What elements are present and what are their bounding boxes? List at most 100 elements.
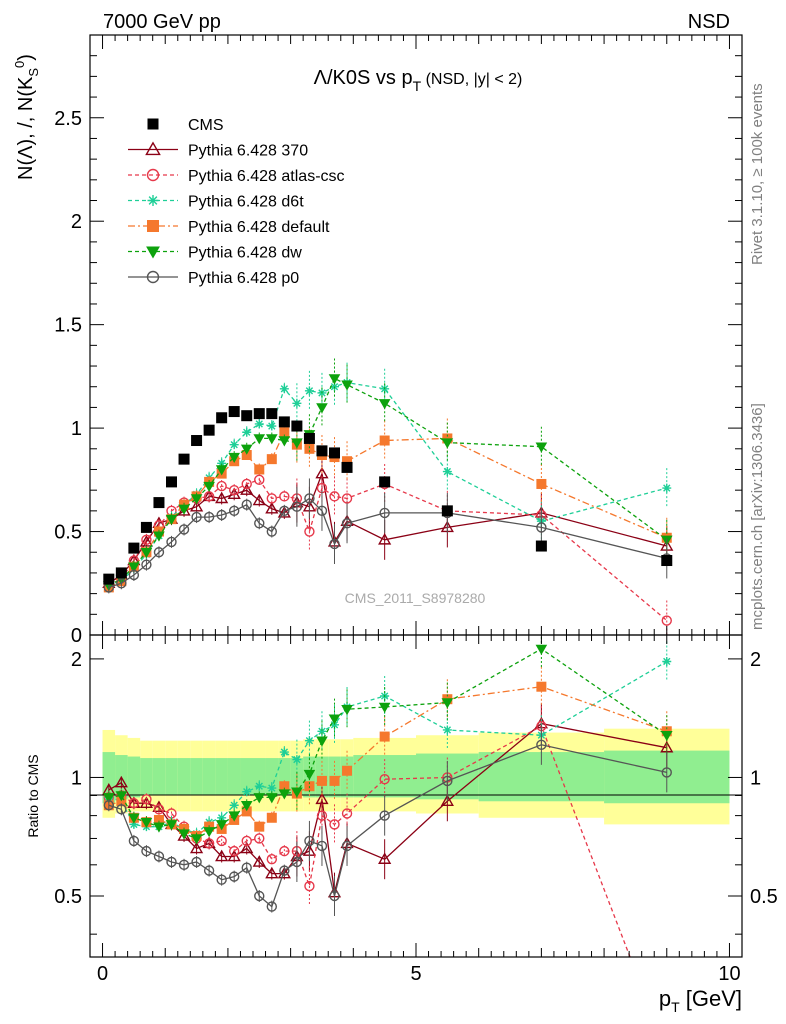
series-pythia-6-428-default [103,418,672,594]
legend-label: Pythia 6.428 default [188,219,330,236]
ratio-series-point [140,817,153,829]
main-series-point [229,440,239,450]
ratio-series-point [292,755,302,765]
ratio-series-point [265,793,278,804]
main-series-point [217,458,227,468]
ratio-series-point [266,812,277,823]
cms-data-point [216,412,228,424]
cms-data-point [241,410,253,422]
cms-data-point [379,476,391,488]
main-series-point [378,533,392,545]
ratio-series-point [291,856,303,868]
ratio-band-inner [215,758,228,796]
main-series-point [191,511,202,523]
ratio-series-point [177,829,191,841]
ratio-series-point [215,849,229,862]
main-series-point [329,538,340,550]
main-series-point [128,569,140,581]
ratio-series-point [329,775,340,786]
main-series-point [254,474,265,486]
ratio-series-point [115,791,128,802]
ratio-series-point [330,720,339,730]
main-series-point [265,434,278,445]
main-series-point [291,501,303,512]
legend-marker [147,220,159,232]
main-series-point [304,386,314,396]
cms-data-point [228,406,240,418]
ratio-series-point [279,845,290,857]
ratio-series-point [191,856,202,868]
legend: CMS Pythia 6.428 370 Pythia 6.428 atlas-cs… [128,117,345,287]
mcplots-label: mcplots.cern.ch [arXiv:1306.3436] [749,403,766,630]
legend-entry: Pythia 6.428 d6t [128,194,304,211]
watermark: CMS_2011_S8978280 [345,590,486,606]
ratio-series-point [241,835,252,847]
ratio-series-point [317,726,327,736]
cms-data-point [278,416,290,428]
legend-label: Pythia 6.428 dw [188,245,302,262]
ratio-series-point [265,866,279,879]
ratio-series-point [128,835,140,847]
main-y-tick-label: 2 [71,211,82,233]
main-series-point [304,526,315,537]
header-left: 7000 GeV pp [103,11,221,33]
cms-data-point [341,461,353,473]
ratio-series-point [266,901,278,912]
main-series-point [304,493,315,504]
cms-data-point [303,432,315,444]
ratio-series-point [341,840,353,852]
rivet-version-label: Rivet 3.1.10, ≥ 100k events [749,83,766,265]
main-series-line [108,381,667,586]
main-series-point [216,509,227,521]
ratio-series-point [216,874,227,885]
main-series-point [189,499,204,512]
main-series-line [108,471,667,584]
ratio-series-point [266,854,278,865]
ratio-series-point [242,787,252,797]
ratio-series-layer [102,635,674,957]
main-series-point [254,419,264,429]
cms-data-point [441,505,453,517]
main-series-point [215,491,229,504]
ratio-series-point [316,810,328,821]
main-y-tick-label: 1 [71,418,82,440]
legend-marker [145,141,161,156]
ratio-series-point [303,769,316,781]
ratio-series-point [267,783,277,793]
main-series-point [535,442,548,453]
ratio-series-point [304,880,315,892]
ratio-series-point [662,656,672,666]
ratio-series-line [108,648,668,840]
ratio-series-line [108,725,631,957]
ratio-series-point [316,775,327,786]
ratio-y-tick-label-right: 0.5 [750,886,778,908]
main-series-point [228,452,241,464]
main-series-line [108,377,668,586]
ratio-series-point [316,840,328,852]
ratio-ylabel: Ratio to CMS [25,754,41,837]
ratio-series-point [114,775,128,788]
ratio-series-point [203,838,215,849]
ratio-series-point [378,852,392,864]
ratio-series-point [240,841,254,854]
ratio-series-line [108,744,667,908]
main-series-point [267,421,277,431]
main-series-point [277,506,291,518]
x-tick-label: 10 [718,963,740,985]
ratio-band-inner [265,758,279,796]
ratio-y-tick-label-right: 1 [750,767,761,789]
main-series-point [165,514,178,526]
ratio-series-point [253,793,266,804]
cms-data-point [140,521,152,533]
legend-label: Pythia 6.428 d6t [188,194,304,211]
main-series-point [140,548,153,559]
cms-data-point [178,453,190,465]
ratio-series-point [279,865,290,876]
main-series-point [215,465,228,476]
main-series-point [190,494,203,505]
ratio-series-point [153,804,165,815]
legend-marker [146,270,160,284]
ratio-series-point [277,866,291,879]
main-series-point [241,499,252,510]
ratio-y-tick-label: 0.5 [54,886,82,908]
